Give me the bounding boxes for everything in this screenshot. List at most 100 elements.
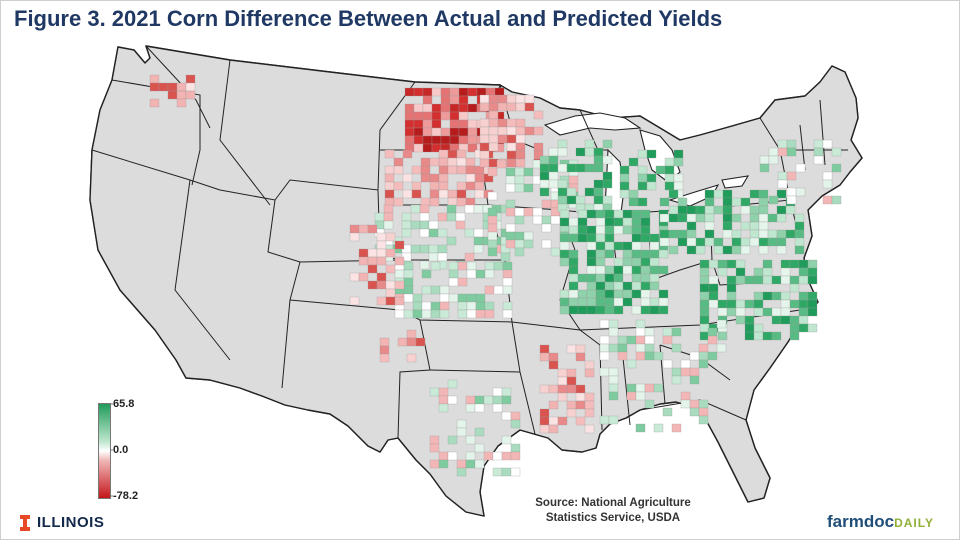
county-cell	[593, 179, 604, 189]
county-cell	[410, 204, 421, 214]
county-cell	[510, 411, 521, 421]
county-cell	[541, 239, 552, 249]
county-cell	[789, 275, 800, 285]
county-cell	[422, 111, 433, 121]
county-cell	[465, 435, 476, 445]
county-cell	[777, 139, 788, 149]
county-cell	[644, 383, 655, 393]
county-cell	[586, 281, 597, 291]
county-cell	[599, 367, 610, 377]
county-cell	[559, 305, 570, 315]
county-cell	[658, 249, 669, 259]
county-cell	[795, 187, 806, 197]
county-cell	[493, 261, 504, 271]
county-cell	[575, 344, 586, 354]
county-cell	[626, 335, 637, 345]
county-cell	[677, 237, 688, 247]
county-cell	[406, 337, 417, 347]
county-cell	[767, 237, 778, 247]
county-cell	[506, 150, 517, 160]
county-cell	[680, 359, 691, 369]
county-cell	[568, 289, 579, 299]
county-cell	[584, 408, 595, 418]
county-cell	[707, 335, 718, 345]
county-cell	[548, 352, 559, 362]
county-cell	[575, 400, 586, 410]
county-cell	[776, 213, 787, 223]
county-cell	[474, 395, 485, 405]
county-cell	[514, 231, 525, 241]
county-cell	[376, 248, 387, 258]
county-cell	[671, 375, 682, 385]
county-cell	[376, 240, 387, 250]
county-cell	[419, 260, 430, 270]
county-cell	[492, 467, 503, 477]
county-cell	[515, 158, 526, 168]
county-cell	[566, 344, 577, 354]
county-cell	[595, 257, 606, 267]
county-cell	[406, 329, 417, 339]
county-cell	[438, 387, 449, 397]
county-cell	[539, 171, 550, 181]
county-cell	[593, 147, 604, 157]
county-cell	[671, 423, 682, 433]
county-cell	[677, 197, 688, 207]
county-cell	[422, 143, 433, 153]
county-cell	[548, 360, 559, 370]
county-cell	[384, 189, 395, 199]
county-cell	[421, 269, 432, 279]
county-cell	[457, 293, 468, 303]
county-cell	[699, 291, 710, 301]
county-cell	[394, 296, 405, 306]
legend-max-label: 65.8	[113, 398, 135, 410]
county-cell	[635, 343, 646, 353]
county-cell	[167, 82, 178, 92]
county-cell	[488, 118, 499, 128]
county-cell	[449, 127, 460, 137]
county-cell	[635, 327, 646, 337]
county-cell	[420, 157, 431, 167]
county-cell	[404, 127, 415, 137]
county-cell	[475, 309, 486, 319]
county-cell	[807, 307, 818, 317]
county-cell	[699, 267, 710, 277]
county-cell	[456, 149, 467, 159]
county-cell	[438, 189, 449, 199]
county-cell	[619, 189, 630, 199]
county-cell	[794, 221, 805, 231]
county-cell	[680, 367, 691, 377]
county-cell	[548, 147, 559, 157]
county-cell	[698, 415, 709, 425]
county-cell	[539, 416, 550, 426]
county-cell	[659, 237, 670, 247]
legend-color-bar	[98, 403, 111, 499]
county-cell	[541, 223, 552, 233]
county-cell	[412, 301, 423, 311]
county-cell	[608, 391, 619, 401]
county-cell	[510, 467, 521, 477]
county-cell	[613, 289, 624, 299]
county-cell	[731, 197, 742, 207]
county-cell	[502, 277, 513, 287]
county-cell	[759, 163, 770, 173]
county-cell	[484, 301, 495, 311]
county-cell	[438, 165, 449, 175]
county-cell	[413, 87, 424, 97]
county-cell	[613, 297, 624, 307]
county-cell	[412, 293, 423, 303]
county-cell	[419, 244, 430, 254]
county-cell	[798, 299, 809, 309]
county-cell	[410, 244, 421, 254]
county-cell	[595, 305, 606, 315]
county-cell	[559, 257, 570, 267]
county-cell	[722, 189, 733, 199]
county-cell	[465, 403, 476, 413]
county-cell	[586, 273, 597, 283]
county-cell	[658, 289, 669, 299]
county-cell	[673, 173, 684, 183]
county-cell	[502, 285, 513, 295]
county-cell	[617, 351, 628, 361]
county-cell	[488, 94, 499, 104]
county-cell	[644, 335, 655, 345]
county-cell	[404, 135, 415, 145]
